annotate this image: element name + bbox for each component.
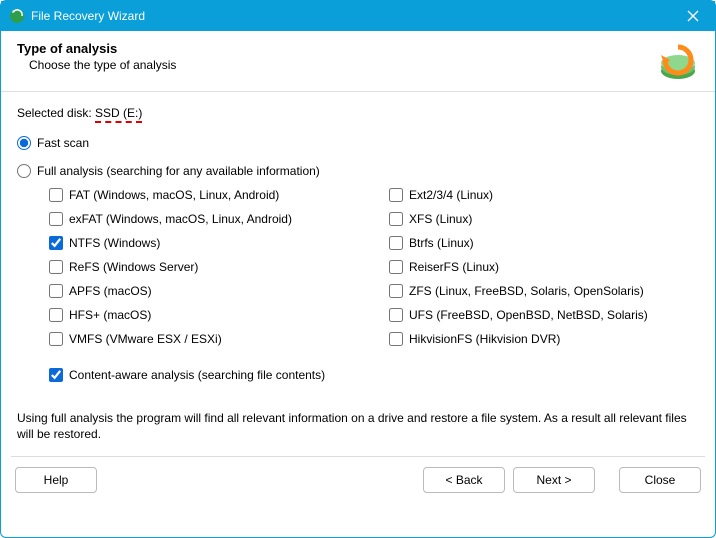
fs-checkbox-ext[interactable] bbox=[389, 188, 403, 202]
fs-option-ntfs[interactable]: NTFS (Windows) bbox=[49, 236, 359, 250]
selected-disk-label: Selected disk: bbox=[17, 106, 95, 120]
fast-scan-option[interactable]: Fast scan bbox=[17, 136, 699, 150]
fs-option-xfs[interactable]: XFS (Linux) bbox=[389, 212, 699, 226]
titlebar: File Recovery Wizard bbox=[1, 1, 715, 31]
fs-checkbox-hfs[interactable] bbox=[49, 308, 63, 322]
filesystem-grid: FAT (Windows, macOS, Linux, Android) Ext2… bbox=[17, 182, 699, 346]
fs-label-ufs[interactable]: UFS (FreeBSD, OpenBSD, NetBSD, Solaris) bbox=[409, 308, 648, 322]
wizard-content: Selected disk: SSD (E:) Fast scan Full a… bbox=[1, 92, 715, 382]
fs-label-hik[interactable]: HikvisionFS (Hikvision DVR) bbox=[409, 332, 560, 346]
fs-label-hfs[interactable]: HFS+ (macOS) bbox=[69, 308, 151, 322]
selected-disk: Selected disk: SSD (E:) bbox=[17, 106, 699, 120]
full-analysis-label[interactable]: Full analysis (searching for any availab… bbox=[37, 164, 320, 178]
next-button[interactable]: Next > bbox=[513, 467, 595, 493]
fs-checkbox-exfat[interactable] bbox=[49, 212, 63, 226]
fast-scan-label[interactable]: Fast scan bbox=[37, 136, 89, 150]
fs-option-btrfs[interactable]: Btrfs (Linux) bbox=[389, 236, 699, 250]
fs-option-zfs[interactable]: ZFS (Linux, FreeBSD, Solaris, OpenSolari… bbox=[389, 284, 699, 298]
fs-label-zfs[interactable]: ZFS (Linux, FreeBSD, Solaris, OpenSolari… bbox=[409, 284, 644, 298]
help-button[interactable]: Help bbox=[15, 467, 97, 493]
analysis-note: Using full analysis the program will fin… bbox=[1, 410, 715, 442]
selected-disk-value: SSD (E:) bbox=[95, 106, 142, 123]
app-icon bbox=[9, 8, 25, 24]
fs-checkbox-zfs[interactable] bbox=[389, 284, 403, 298]
fs-option-fat[interactable]: FAT (Windows, macOS, Linux, Android) bbox=[49, 188, 359, 202]
fs-label-ext[interactable]: Ext2/3/4 (Linux) bbox=[409, 188, 493, 202]
window-close-button[interactable] bbox=[679, 2, 707, 30]
full-analysis-radio[interactable] bbox=[17, 164, 31, 178]
page-title: Type of analysis bbox=[17, 41, 657, 56]
fs-option-ext[interactable]: Ext2/3/4 (Linux) bbox=[389, 188, 699, 202]
fast-scan-radio[interactable] bbox=[17, 136, 31, 150]
button-divider bbox=[11, 456, 705, 457]
content-aware-option[interactable]: Content-aware analysis (searching file c… bbox=[17, 368, 699, 382]
fs-option-vmfs[interactable]: VMFS (VMware ESX / ESXi) bbox=[49, 332, 359, 346]
fs-checkbox-apfs[interactable] bbox=[49, 284, 63, 298]
fs-label-ntfs[interactable]: NTFS (Windows) bbox=[69, 236, 160, 250]
fs-label-xfs[interactable]: XFS (Linux) bbox=[409, 212, 472, 226]
fs-checkbox-ntfs[interactable] bbox=[49, 236, 63, 250]
content-aware-checkbox[interactable] bbox=[49, 368, 63, 382]
close-button[interactable]: Close bbox=[619, 467, 701, 493]
wizard-buttons: Help < Back Next > Close bbox=[1, 467, 715, 507]
fs-option-reiser[interactable]: ReiserFS (Linux) bbox=[389, 260, 699, 274]
page-subtitle: Choose the type of analysis bbox=[17, 58, 657, 72]
fs-option-refs[interactable]: ReFS (Windows Server) bbox=[49, 260, 359, 274]
fs-label-fat[interactable]: FAT (Windows, macOS, Linux, Android) bbox=[69, 188, 279, 202]
fs-option-hik[interactable]: HikvisionFS (Hikvision DVR) bbox=[389, 332, 699, 346]
fs-checkbox-btrfs[interactable] bbox=[389, 236, 403, 250]
back-button[interactable]: < Back bbox=[423, 467, 505, 493]
recovery-icon bbox=[657, 41, 699, 83]
full-analysis-option[interactable]: Full analysis (searching for any availab… bbox=[17, 164, 699, 178]
content-aware-label[interactable]: Content-aware analysis (searching file c… bbox=[69, 368, 325, 382]
fs-checkbox-fat[interactable] bbox=[49, 188, 63, 202]
window-title: File Recovery Wizard bbox=[31, 9, 679, 23]
fs-checkbox-hik[interactable] bbox=[389, 332, 403, 346]
fs-checkbox-reiser[interactable] bbox=[389, 260, 403, 274]
fs-label-btrfs[interactable]: Btrfs (Linux) bbox=[409, 236, 474, 250]
fs-label-reiser[interactable]: ReiserFS (Linux) bbox=[409, 260, 499, 274]
fs-option-apfs[interactable]: APFS (macOS) bbox=[49, 284, 359, 298]
fs-checkbox-refs[interactable] bbox=[49, 260, 63, 274]
fs-checkbox-xfs[interactable] bbox=[389, 212, 403, 226]
fs-label-exfat[interactable]: exFAT (Windows, macOS, Linux, Android) bbox=[69, 212, 292, 226]
fs-option-hfs[interactable]: HFS+ (macOS) bbox=[49, 308, 359, 322]
fs-label-apfs[interactable]: APFS (macOS) bbox=[69, 284, 152, 298]
fs-label-refs[interactable]: ReFS (Windows Server) bbox=[69, 260, 198, 274]
fs-checkbox-vmfs[interactable] bbox=[49, 332, 63, 346]
wizard-header: Type of analysis Choose the type of anal… bbox=[1, 31, 715, 92]
fs-checkbox-ufs[interactable] bbox=[389, 308, 403, 322]
fs-option-exfat[interactable]: exFAT (Windows, macOS, Linux, Android) bbox=[49, 212, 359, 226]
fs-option-ufs[interactable]: UFS (FreeBSD, OpenBSD, NetBSD, Solaris) bbox=[389, 308, 699, 322]
fs-label-vmfs[interactable]: VMFS (VMware ESX / ESXi) bbox=[69, 332, 222, 346]
